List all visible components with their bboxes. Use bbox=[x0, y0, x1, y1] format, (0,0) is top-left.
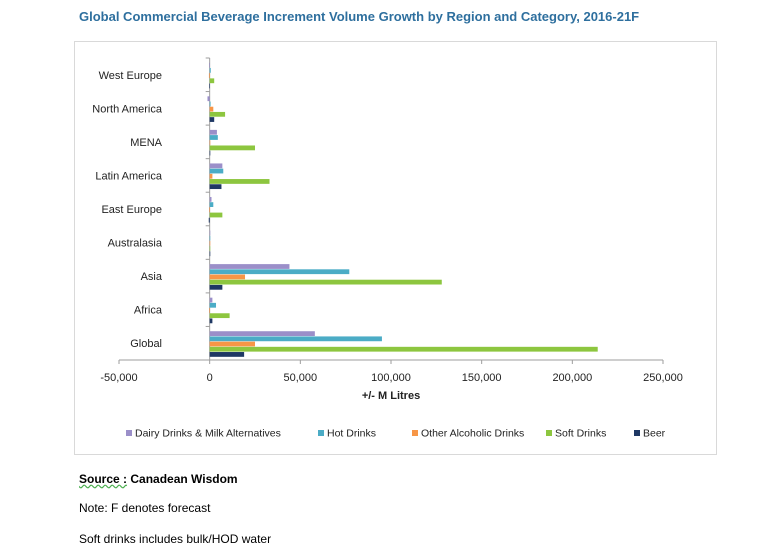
legend-swatch-other-alcoholic-drinks bbox=[412, 430, 418, 436]
legend-label-hot-drinks: Hot Drinks bbox=[327, 428, 376, 440]
bar-australasia-beer bbox=[209, 251, 211, 257]
bar-north-america-beer bbox=[209, 117, 215, 122]
bar-latin-america-hot-drinks bbox=[209, 168, 224, 174]
category-label-mena: MENA bbox=[130, 137, 162, 149]
x-tick-label: 200,000 bbox=[552, 372, 592, 384]
bar-mena-dairy-drinks-milk-alternatives bbox=[209, 129, 217, 135]
bar-north-america-soft-drinks bbox=[209, 111, 226, 117]
bar-global-dairy-drinks-milk-alternatives bbox=[209, 331, 315, 337]
bar-asia-soft-drinks bbox=[209, 279, 442, 285]
bar-latin-america-dairy-drinks-milk-alternatives bbox=[209, 163, 223, 169]
category-label-global: Global bbox=[130, 338, 162, 350]
bar-west-europe-soft-drinks bbox=[209, 78, 215, 84]
bar-africa-hot-drinks bbox=[209, 302, 217, 308]
legend-label-beer: Beer bbox=[643, 428, 666, 440]
bar-global-other-alcoholic-drinks bbox=[209, 341, 255, 347]
bar-global-beer bbox=[209, 352, 245, 357]
bar-africa-other-alcoholic-drinks bbox=[209, 308, 210, 313]
category-label-east-europe: East Europe bbox=[101, 204, 162, 216]
bar-west-europe-hot-drinks bbox=[209, 67, 211, 73]
bar-global-hot-drinks bbox=[209, 336, 382, 342]
bar-latin-america-beer bbox=[209, 184, 222, 190]
bar-north-america-hot-drinks bbox=[209, 101, 211, 107]
category-label-australasia: Australasia bbox=[108, 238, 163, 250]
bar-east-europe-soft-drinks bbox=[209, 212, 223, 218]
bar-africa-dairy-drinks-milk-alternatives bbox=[209, 297, 213, 303]
bar-latin-america-soft-drinks bbox=[209, 179, 270, 184]
bar-asia-other-alcoholic-drinks bbox=[209, 274, 246, 280]
category-label-north-america: North America bbox=[92, 103, 163, 115]
bar-africa-soft-drinks bbox=[209, 313, 230, 319]
bar-mena-other-alcoholic-drinks bbox=[209, 140, 211, 146]
bar-africa-beer bbox=[209, 318, 213, 324]
category-label-latin-america: Latin America bbox=[95, 170, 163, 182]
legend-swatch-beer bbox=[634, 430, 640, 436]
note-soft-drinks: Soft drinks includes bulk/HOD water bbox=[79, 532, 272, 546]
bar-asia-beer bbox=[209, 284, 223, 290]
x-tick-label: 150,000 bbox=[462, 372, 502, 384]
bar-east-europe-other-alcoholic-drinks bbox=[209, 207, 210, 213]
bar-mena-soft-drinks bbox=[209, 145, 255, 151]
bar-east-europe-dairy-drinks-milk-alternatives bbox=[209, 197, 212, 202]
bar-australasia-hot-drinks bbox=[209, 235, 211, 241]
bar-west-europe-dairy-drinks-milk-alternatives bbox=[209, 62, 210, 68]
x-tick-label: 50,000 bbox=[284, 372, 318, 384]
bar-asia-dairy-drinks-milk-alternatives bbox=[209, 264, 290, 269]
bar-australasia-dairy-drinks-milk-alternatives bbox=[209, 230, 211, 236]
bar-east-europe-hot-drinks bbox=[209, 202, 214, 207]
bar-latin-america-other-alcoholic-drinks bbox=[209, 173, 213, 179]
source-value: Canadean Wisdom bbox=[130, 472, 238, 486]
bar-north-america-other-alcoholic-drinks bbox=[209, 106, 214, 112]
bar-west-europe-other-alcoholic-drinks bbox=[208, 73, 210, 78]
category-label-asia: Asia bbox=[141, 271, 163, 283]
note-forecast: Note: F denotes forecast bbox=[79, 501, 211, 515]
bar-west-europe-beer bbox=[209, 83, 210, 89]
category-label-west-europe: West Europe bbox=[99, 70, 162, 82]
category-label-africa: Africa bbox=[134, 305, 163, 317]
legend-swatch-dairy-drinks-milk-alternatives bbox=[126, 430, 132, 436]
legend-swatch-hot-drinks bbox=[318, 430, 324, 436]
source-line: Source : Canadean Wisdom bbox=[79, 472, 238, 486]
x-tick-label: -50,000 bbox=[100, 372, 137, 384]
legend-label-soft-drinks: Soft Drinks bbox=[555, 428, 606, 440]
legend-swatch-soft-drinks bbox=[546, 430, 552, 436]
chart-title: Global Commercial Beverage Increment Vol… bbox=[79, 9, 640, 24]
bar-east-europe-beer bbox=[208, 217, 210, 223]
x-tick-label: 0 bbox=[207, 372, 213, 384]
x-tick-label: 250,000 bbox=[643, 372, 683, 384]
bar-global-soft-drinks bbox=[209, 346, 598, 352]
bar-mena-hot-drinks bbox=[209, 135, 218, 140]
legend-label-dairy-drinks-milk-alternatives: Dairy Drinks & Milk Alternatives bbox=[135, 428, 281, 440]
bar-asia-hot-drinks bbox=[209, 269, 350, 275]
bar-mena-beer bbox=[209, 150, 211, 156]
x-tick-label: 100,000 bbox=[371, 372, 411, 384]
bar-australasia-soft-drinks bbox=[209, 246, 211, 251]
bar-australasia-other-alcoholic-drinks bbox=[209, 240, 211, 246]
bar-north-america-dairy-drinks-milk-alternatives bbox=[207, 96, 210, 102]
chart-frame bbox=[74, 41, 717, 455]
x-axis-label: +/- M Litres bbox=[362, 390, 420, 402]
source-label: Source : bbox=[79, 472, 128, 486]
legend-label-other-alcoholic-drinks: Other Alcoholic Drinks bbox=[421, 428, 524, 440]
